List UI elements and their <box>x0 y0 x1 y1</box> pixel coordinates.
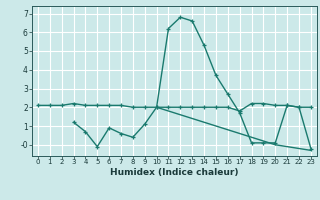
X-axis label: Humidex (Indice chaleur): Humidex (Indice chaleur) <box>110 168 239 177</box>
